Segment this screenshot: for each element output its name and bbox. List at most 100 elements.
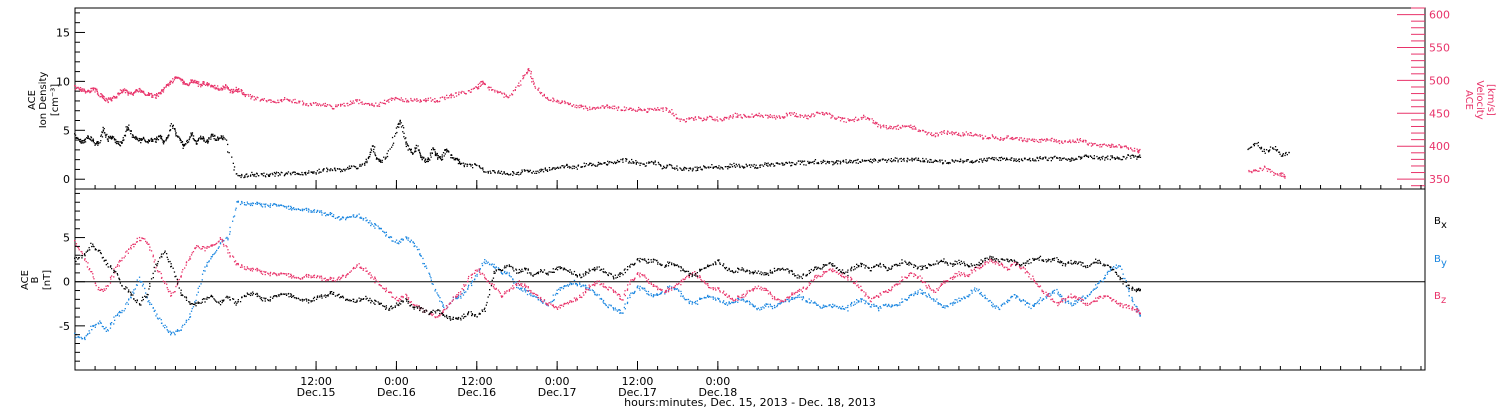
density-point [736, 165, 738, 167]
by-point [113, 316, 115, 318]
density-point [581, 166, 583, 168]
by-point [128, 299, 130, 301]
by-point [247, 203, 249, 205]
bz-point [567, 301, 569, 304]
by-point [285, 207, 288, 209]
by-point [319, 211, 321, 213]
density-point [381, 161, 383, 163]
velocity-point [392, 97, 394, 100]
by-point [363, 217, 365, 220]
bz-point [185, 261, 188, 263]
velocity-point [558, 100, 560, 102]
density-point [1261, 150, 1264, 152]
bz-point [91, 271, 93, 273]
velocity-point [810, 115, 812, 117]
velocity-point [543, 95, 545, 97]
density-point [252, 173, 254, 176]
velocity-point [538, 87, 540, 89]
density-point [783, 164, 785, 166]
by-point [908, 295, 910, 297]
velocity-point [251, 95, 254, 97]
density-point [77, 137, 79, 139]
bz-point [434, 316, 437, 319]
bz-point [536, 294, 538, 296]
density-point [194, 139, 196, 142]
by-point [235, 207, 237, 209]
velocity-point [799, 114, 802, 116]
density-point [733, 162, 735, 165]
by-point [481, 264, 484, 267]
bz-point [212, 244, 214, 246]
velocity-point [702, 119, 704, 121]
velocity-point [203, 83, 206, 85]
density-point [329, 170, 331, 172]
by-point [1052, 290, 1054, 292]
by-point [198, 285, 201, 287]
velocity-point [612, 105, 614, 107]
velocity-point [105, 97, 107, 100]
by-point [754, 305, 756, 307]
velocity-point [126, 91, 129, 93]
velocity-point [278, 101, 280, 104]
bz-point [113, 276, 115, 278]
bz-point [746, 292, 748, 294]
by-point [170, 332, 173, 335]
by-point [757, 307, 760, 309]
bz-point [124, 255, 126, 257]
by-point [917, 292, 919, 294]
velocity-point [170, 80, 172, 82]
by-point [1131, 296, 1133, 299]
density-point [768, 164, 771, 166]
by-point [928, 293, 930, 295]
bz-point [109, 276, 112, 278]
by-point [1097, 283, 1099, 285]
velocity-point [1094, 142, 1096, 145]
density-point [666, 165, 669, 167]
velocity-point [737, 116, 739, 118]
bz-point [474, 269, 477, 272]
density-point [277, 175, 279, 177]
density-point [172, 124, 174, 126]
by-point [925, 294, 927, 297]
by-point [729, 302, 732, 305]
by-point [1053, 289, 1056, 291]
velocity-point [649, 107, 651, 110]
by-point [510, 276, 512, 278]
density-point [1129, 155, 1131, 157]
velocity-point [121, 92, 123, 94]
bz-point [556, 307, 558, 309]
velocity-point [919, 130, 921, 133]
velocity-point [455, 92, 457, 94]
bz-point [546, 303, 548, 306]
by-point [781, 301, 783, 303]
bz-point [501, 296, 503, 298]
density-point [683, 169, 685, 171]
bz-point [141, 237, 144, 239]
velocity-point [817, 112, 819, 114]
density-point [759, 166, 761, 168]
bz-point [157, 271, 159, 273]
density-point [269, 173, 271, 175]
velocity-point [883, 124, 885, 126]
velocity-point [647, 107, 649, 110]
density-point [211, 135, 214, 137]
bz-point [784, 299, 787, 302]
velocity-point [1092, 144, 1094, 146]
density-point [1092, 157, 1094, 160]
bz-point [452, 296, 454, 298]
density-point [729, 163, 731, 165]
bz-point [382, 287, 384, 289]
velocity-point [1051, 137, 1053, 139]
velocity-point [1064, 141, 1066, 143]
density-point [603, 162, 605, 164]
density-point [1268, 151, 1270, 153]
velocity-point [743, 113, 745, 116]
velocity-point [1006, 135, 1008, 137]
density-point [294, 171, 296, 173]
bz-point [136, 237, 138, 240]
by-point [960, 297, 962, 300]
density-point [1054, 155, 1056, 157]
density-point [103, 128, 105, 130]
density-point [412, 153, 414, 155]
by-point [310, 210, 312, 212]
